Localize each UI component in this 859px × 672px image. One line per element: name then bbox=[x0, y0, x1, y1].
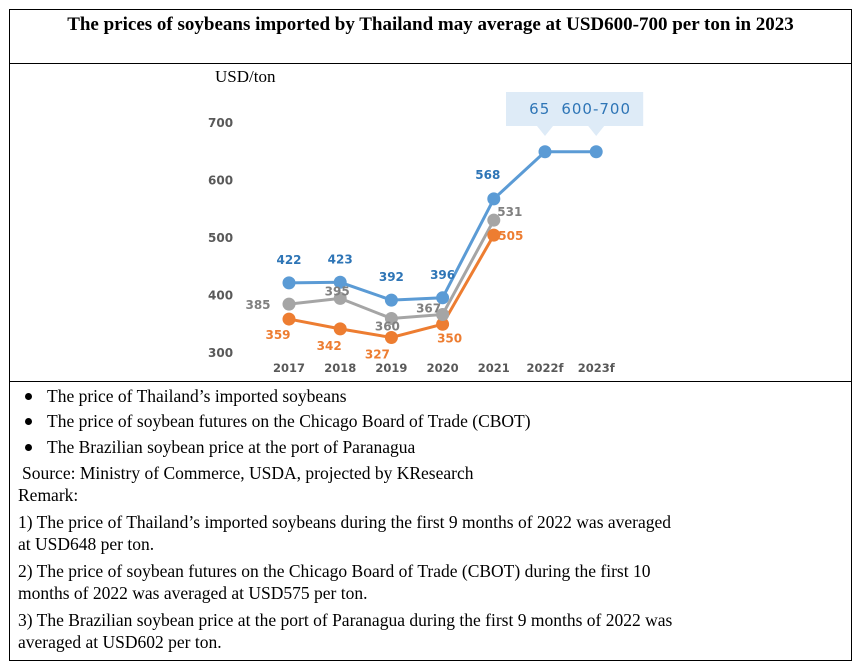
legend-item-thailand: The price of Thailand’s imported soybean… bbox=[25, 385, 347, 407]
data-point bbox=[282, 276, 296, 290]
x-tick-label: 2017 bbox=[273, 361, 305, 375]
data-label: 396 bbox=[430, 268, 455, 282]
source-text: Source: Ministry of Commerce, USDA, proj… bbox=[22, 463, 474, 483]
data-label: 359 bbox=[265, 328, 290, 342]
data-point bbox=[282, 297, 296, 311]
data-label-layer: 422 423 392 396 568 385 395 360 367 531 359 342 327 3… bbox=[245, 168, 523, 362]
x-tick-label: 2018 bbox=[324, 361, 356, 375]
x-tick-label: 2020 bbox=[427, 361, 459, 375]
callout-box bbox=[549, 92, 644, 136]
legend-label: The Brazilian soybean price at the port … bbox=[47, 437, 416, 457]
remark-line: at USD648 per ton. bbox=[18, 534, 155, 554]
data-label: 385 bbox=[245, 298, 270, 312]
legend-item-brazil: The Brazilian soybean price at the port … bbox=[25, 436, 415, 458]
x-tick-label: 2023f bbox=[578, 361, 616, 375]
plot-background bbox=[185, 92, 675, 374]
bullet-icon bbox=[25, 418, 32, 426]
y-axis-label: USD/ton bbox=[215, 67, 276, 86]
data-label: 395 bbox=[325, 284, 350, 298]
data-point bbox=[436, 307, 450, 321]
x-tick-label: 2022f bbox=[526, 361, 564, 375]
notes-section: The price of Thailand’s imported soybean… bbox=[10, 382, 851, 660]
series-point-layer bbox=[282, 145, 603, 344]
data-label: 350 bbox=[437, 331, 462, 345]
callout-label: 600-700 bbox=[561, 100, 631, 118]
y-tick-label: 700 bbox=[208, 116, 233, 130]
data-point bbox=[487, 213, 501, 227]
y-tick-label: 300 bbox=[208, 346, 233, 360]
remark-line: averaged at USD602 per ton. bbox=[18, 632, 222, 652]
legend-item-cbot: The price of soybean futures on the Chic… bbox=[25, 410, 531, 432]
axis-layer: 300 400 500 600 700 2017 2018 2019 2020 2021 2022f… bbox=[208, 116, 616, 375]
data-label: 360 bbox=[375, 320, 400, 334]
y-tick-label: 500 bbox=[208, 231, 233, 245]
legend-label: The price of Thailand’s imported soybean… bbox=[47, 386, 347, 406]
y-tick-label: 600 bbox=[208, 174, 233, 188]
data-point bbox=[384, 293, 398, 307]
data-label: 422 bbox=[276, 253, 301, 267]
data-point bbox=[436, 291, 450, 305]
bullet-icon bbox=[25, 393, 32, 401]
remark-heading: Remark: bbox=[18, 485, 79, 505]
y-tick-label: 400 bbox=[208, 289, 233, 303]
data-point bbox=[333, 291, 347, 305]
data-label: 342 bbox=[317, 339, 342, 353]
figure-frame: The prices of soybeans imported by Thail… bbox=[9, 9, 852, 661]
remark-line: months of 2022 was averaged at USD575 pe… bbox=[18, 583, 368, 603]
data-label: 392 bbox=[379, 270, 404, 284]
data-label: 423 bbox=[328, 252, 353, 266]
chart-area: USD/ton 300 400 500 600 700 2017 2018 2019 2020 2… bbox=[10, 64, 851, 382]
remark-line: 3) The Brazilian soybean price at the po… bbox=[18, 610, 673, 630]
data-point bbox=[436, 317, 450, 331]
data-point bbox=[538, 145, 552, 159]
callout-layer: 650 600-700 bbox=[506, 92, 644, 136]
data-label: 505 bbox=[498, 229, 523, 243]
data-label: 367 bbox=[416, 301, 441, 315]
data-point bbox=[282, 312, 296, 326]
data-point bbox=[333, 322, 347, 336]
remark-line: 1) The price of Thailand’s imported soyb… bbox=[18, 512, 672, 532]
remark-line: 2) The price of soybean futures on the C… bbox=[18, 561, 651, 581]
data-point bbox=[487, 228, 501, 242]
x-tick-label: 2021 bbox=[478, 361, 510, 375]
line-chart: USD/ton 300 400 500 600 700 2017 2018 2019 2020 2… bbox=[185, 67, 675, 375]
data-label: 568 bbox=[475, 168, 500, 182]
data-point bbox=[589, 145, 603, 159]
data-point bbox=[333, 275, 347, 289]
legend-label: The price of soybean futures on the Chic… bbox=[47, 411, 531, 431]
x-tick-label: 2019 bbox=[375, 361, 407, 375]
data-label: 531 bbox=[497, 205, 522, 219]
bullet-icon bbox=[25, 444, 32, 452]
data-point bbox=[487, 192, 501, 206]
chart-title: The prices of soybeans imported by Thail… bbox=[10, 10, 851, 64]
data-point bbox=[384, 312, 398, 325]
data-point bbox=[384, 330, 398, 344]
data-label: 327 bbox=[365, 347, 390, 361]
